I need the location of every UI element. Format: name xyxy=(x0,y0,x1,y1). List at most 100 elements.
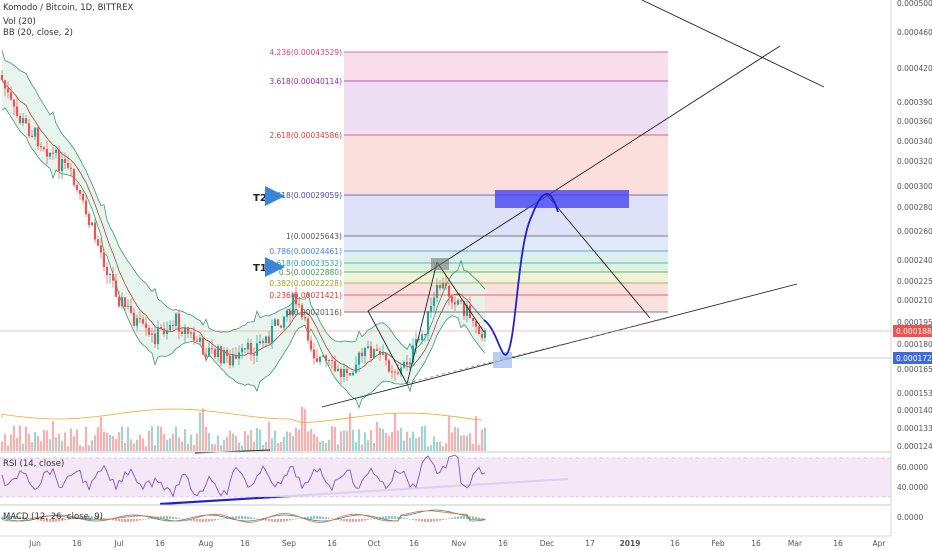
support-price-tag xyxy=(893,352,932,364)
time-tick-label: 16 xyxy=(409,539,419,548)
rsi-legend[interactable]: RSI (14, close) xyxy=(3,459,65,469)
macd-histogram-bar xyxy=(286,519,288,522)
volume-bar xyxy=(321,440,325,451)
volume-bar xyxy=(369,430,373,451)
macd-legend[interactable]: MACD (12, 26, close, 9) xyxy=(3,512,103,522)
macd-histogram-bar xyxy=(475,516,477,519)
macd-histogram-bar xyxy=(91,516,93,519)
volume-bar xyxy=(102,431,106,451)
volume-bar xyxy=(237,442,241,451)
candle-body xyxy=(339,368,343,377)
candle-body xyxy=(333,361,337,372)
fib-zone xyxy=(344,52,668,81)
macd-histogram-bar xyxy=(154,516,156,519)
candle-body xyxy=(396,372,400,374)
macd-histogram-bar xyxy=(58,519,60,522)
macd-histogram-bar xyxy=(478,517,480,519)
candle-body xyxy=(237,352,241,359)
volume-bar xyxy=(306,431,310,451)
candle-body xyxy=(261,341,265,343)
volume-bar xyxy=(51,421,55,451)
candle-body xyxy=(363,348,367,357)
candle-body xyxy=(216,346,220,358)
volume-bar xyxy=(165,439,169,451)
macd-histogram-bar xyxy=(289,519,291,521)
macd-histogram-bar xyxy=(7,516,9,519)
volume-bar xyxy=(249,430,253,451)
macd-histogram-bar xyxy=(226,517,228,519)
candle-body xyxy=(87,214,91,226)
macd-histogram-bar xyxy=(307,516,309,519)
candle-body xyxy=(210,347,214,349)
time-tick-label: 16 xyxy=(155,539,165,548)
candle-body xyxy=(420,334,424,341)
rsi-band-fill xyxy=(0,458,891,497)
candle-body xyxy=(120,297,124,307)
macd-histogram-bar xyxy=(325,517,327,519)
rsi-tick-label: 60.0000 xyxy=(897,463,928,472)
price-tick-label: 0.00036000 xyxy=(897,117,932,126)
candle-body xyxy=(207,347,211,357)
candle-body xyxy=(252,354,256,356)
price-tick-label: 0.00018000 xyxy=(897,340,932,349)
bollinger-fill xyxy=(2,50,485,408)
vol-legend[interactable]: Vol (20) xyxy=(3,17,36,27)
macd-histogram-bar xyxy=(178,517,180,519)
volume-bar xyxy=(282,436,286,451)
macd-histogram-bar xyxy=(121,519,123,522)
volume-bar xyxy=(33,432,37,451)
macd-histogram-bar xyxy=(172,516,174,519)
time-tick-label: Oct xyxy=(368,539,381,548)
volume-bar xyxy=(429,444,433,451)
candle-body xyxy=(285,310,289,317)
macd-histogram-bar xyxy=(298,518,300,519)
bb-legend[interactable]: BB (20, close, 2) xyxy=(3,28,73,38)
volume-bar xyxy=(384,432,388,451)
volume-bar xyxy=(234,436,238,451)
fib-level-label: 0.618(0.00023532) xyxy=(269,259,342,268)
volume-bar xyxy=(456,427,460,451)
candle-body xyxy=(291,293,295,315)
macd-histogram-bar xyxy=(448,518,450,520)
candle-body xyxy=(21,118,25,124)
macd-histogram-bar xyxy=(55,519,57,522)
volume-bar xyxy=(174,426,178,451)
candle-body xyxy=(243,348,247,350)
candle-body xyxy=(270,325,274,344)
macd-histogram-bar xyxy=(406,518,408,519)
candle-body xyxy=(159,327,163,329)
volume-bar xyxy=(87,445,91,451)
wave-leg xyxy=(367,310,408,385)
candle-body xyxy=(54,149,58,154)
candle-body xyxy=(189,332,193,334)
candle-body xyxy=(141,318,145,324)
volume-bar xyxy=(345,431,349,451)
candle-body xyxy=(192,332,196,341)
macd-histogram-bar xyxy=(193,519,195,522)
candle-body xyxy=(99,245,103,253)
volume-bar xyxy=(225,436,229,451)
macd-histogram-bar xyxy=(238,516,240,519)
time-tick-label: Dec xyxy=(540,539,555,548)
macd-histogram-bar xyxy=(412,519,414,520)
candle-body xyxy=(267,336,271,344)
bollinger-lower xyxy=(1,107,486,409)
wave-top-marker xyxy=(431,258,449,270)
macd-histogram-bar xyxy=(70,518,72,520)
candle-body xyxy=(282,316,286,328)
macd-histogram-bar xyxy=(349,519,351,522)
macd-histogram-bar xyxy=(268,519,270,522)
macd-histogram-bar xyxy=(430,519,432,522)
volume-bar xyxy=(303,408,307,451)
macd-histogram-bar xyxy=(94,516,96,519)
volume-bar xyxy=(141,438,145,451)
volume-bar xyxy=(42,430,46,451)
volume-bar xyxy=(147,430,151,451)
volume-bar xyxy=(57,434,61,451)
macd-histogram-bar xyxy=(397,516,399,519)
candle-body xyxy=(480,333,484,338)
volume-bar xyxy=(162,434,166,451)
volume-bar xyxy=(117,432,121,451)
symbol-legend[interactable]: Komodo / Bitcoin, 1D, BITTREX xyxy=(3,3,134,13)
